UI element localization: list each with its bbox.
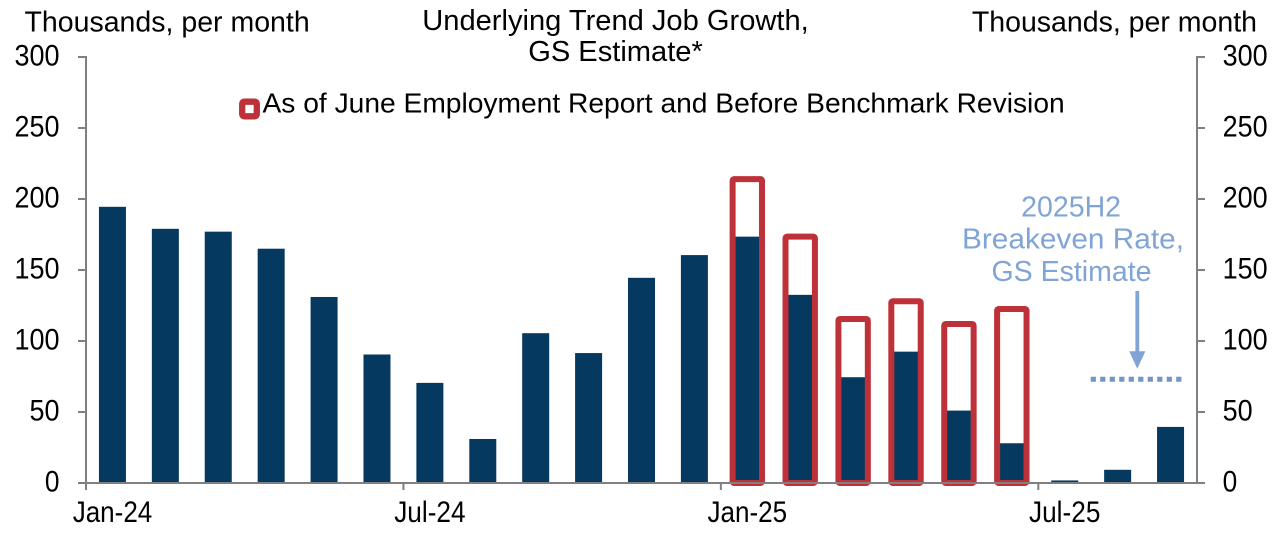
- svg-text:0: 0: [45, 465, 60, 498]
- svg-text:100: 100: [1223, 323, 1268, 356]
- svg-text:GS Estimate*: GS Estimate*: [528, 36, 703, 68]
- svg-text:300: 300: [15, 39, 60, 72]
- svg-text:150: 150: [1223, 252, 1268, 285]
- svg-text:250: 250: [1223, 110, 1268, 143]
- svg-text:Jul-24: Jul-24: [394, 496, 465, 529]
- svg-text:0: 0: [1223, 465, 1238, 498]
- svg-text:Breakeven Rate,: Breakeven Rate,: [962, 224, 1184, 256]
- svg-text:Jul-25: Jul-25: [1029, 496, 1100, 529]
- svg-text:As of June Employment Report a: As of June Employment Report and Before …: [263, 87, 1065, 119]
- svg-text:GS Estimate: GS Estimate: [992, 256, 1152, 288]
- svg-text:Jan-24: Jan-24: [73, 496, 153, 529]
- svg-text:Jan-25: Jan-25: [708, 496, 788, 529]
- svg-text:200: 200: [15, 181, 60, 214]
- svg-text:Thousands, per month: Thousands, per month: [972, 7, 1257, 39]
- svg-text:2025H2: 2025H2: [1021, 192, 1121, 224]
- svg-text:250: 250: [15, 110, 60, 143]
- svg-text:Underlying Trend Job Growth,: Underlying Trend Job Growth,: [422, 5, 809, 37]
- svg-text:Thousands, per month: Thousands, per month: [25, 7, 310, 39]
- svg-text:50: 50: [1223, 394, 1253, 427]
- svg-text:150: 150: [15, 252, 60, 285]
- svg-text:100: 100: [15, 323, 60, 356]
- svg-text:50: 50: [30, 394, 60, 427]
- svg-text:200: 200: [1223, 181, 1268, 214]
- svg-text:300: 300: [1223, 39, 1268, 72]
